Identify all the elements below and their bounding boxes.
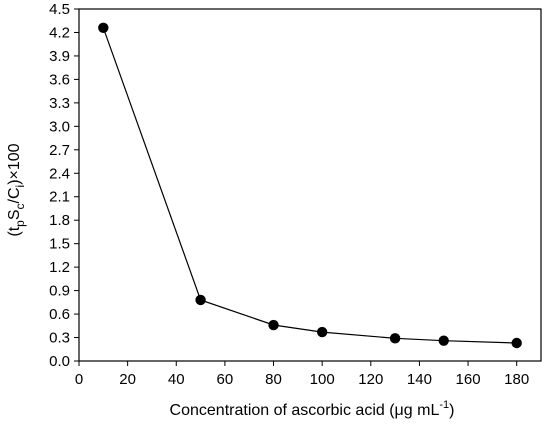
x-tick-label: 80	[265, 371, 282, 388]
y-tick-label: 2.1	[49, 189, 70, 206]
y-tick-label: 0.3	[49, 330, 70, 347]
y-tick-label: 2.4	[49, 165, 70, 182]
data-point	[438, 335, 449, 346]
x-tick-label: 60	[217, 371, 234, 388]
y-tick-label: 1.2	[49, 259, 70, 276]
x-tick-label: 0	[75, 371, 83, 388]
series-line	[102, 27, 517, 344]
plot-area-frame	[78, 8, 542, 362]
y-tick-label: 0.9	[49, 283, 70, 300]
y-tick-label: 0.0	[49, 353, 70, 370]
y-tick-label: 0.6	[49, 306, 70, 323]
x-axis-ticks: 0 20 40 60 80 100 120 140 160 180	[75, 361, 529, 388]
x-tick-label: 180	[504, 371, 529, 388]
y-tick-label: 1.8	[49, 212, 70, 229]
data-point	[268, 319, 279, 331]
data-point	[98, 22, 109, 33]
y-tick-label: 3.0	[49, 118, 70, 135]
data-points	[98, 22, 522, 349]
y-tick-label: 2.7	[49, 142, 70, 159]
data-point	[195, 294, 206, 306]
x-tick-label: 100	[310, 371, 335, 388]
y-tick-label: 3.3	[49, 95, 70, 112]
y-tick-label: 4.2	[49, 24, 70, 41]
x-tick-label: 140	[407, 371, 432, 388]
x-tick-label: 20	[119, 371, 136, 388]
y-tick-label: 1.5	[49, 236, 70, 253]
y-tick-label: 3.6	[49, 71, 70, 88]
y-tick-label: 3.9	[49, 48, 70, 65]
x-tick-label: 120	[358, 371, 383, 388]
data-point	[389, 333, 401, 344]
x-axis-title: Concentration of ascorbic acid (μg mL-1)	[170, 399, 455, 419]
data-point	[316, 326, 328, 338]
x-tick-label: 40	[168, 371, 185, 388]
y-axis-ticks: 0.0 0.3 0.6 0.9 1.2 1.5 1.8 2.1 2.4 2.7 3.0 3.3 3.6 3…	[49, 1, 79, 370]
x-tick-label: 160	[456, 371, 481, 388]
data-point	[511, 337, 522, 349]
y-tick-label: 4.5	[49, 1, 70, 18]
y-axis-title: (tpSc/Ci)×100	[6, 143, 27, 236]
